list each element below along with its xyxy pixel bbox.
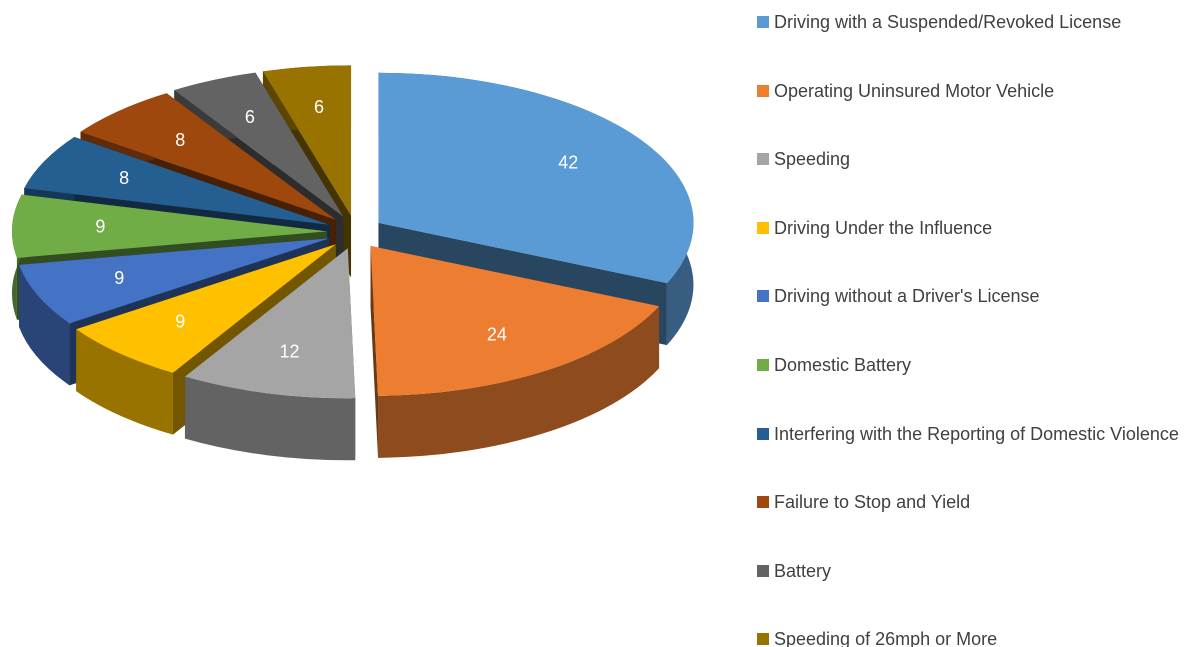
legend-swatch [757,153,769,166]
legend-swatch [757,633,769,646]
slice-side [19,264,70,386]
slice-top [262,65,352,216]
slice-top [12,194,328,258]
slice: 12 [184,248,356,461]
legend-item: Driving Under the Influence [757,216,1195,240]
legend-item: Interfering with the Reporting of Domest… [757,422,1195,446]
legend-swatch [757,221,769,234]
legend-swatch [757,427,769,440]
slice-top [370,245,660,396]
legend-label: Driving with a Suspended/Revoked License [774,12,1122,32]
slice-top [24,137,330,225]
slice-top [19,238,330,324]
data-label: 9 [95,216,105,236]
slice-top [378,72,694,284]
data-label: 9 [175,312,185,332]
slice-top [174,72,344,217]
legend-item: Speeding of 26mph or More [757,627,1195,647]
legend-swatch [757,290,769,303]
slice-side [370,245,379,458]
legend-swatch [757,84,769,97]
legend-item: Domestic Battery [757,353,1195,377]
pie-area: 6 6 8 42 8 9 9 9 24 12 [12,65,694,461]
slice-side [184,376,356,461]
slice: 24 [370,245,660,458]
legend-label: Operating Uninsured Motor Vehicle [774,80,1055,101]
legend-item: Driving with a Suspended/Revoked License [757,10,1195,34]
data-label: 8 [119,168,129,188]
legend-swatch [757,16,769,28]
legend-label: Driving without a Driver's License [774,286,1040,307]
data-label: 6 [245,107,255,127]
data-label: 42 [558,152,578,172]
legend-label: Speeding [774,149,851,170]
slice-top [184,248,356,399]
legend-swatch [757,564,769,577]
legend-label: Interfering with the Reporting of Domest… [774,423,1179,444]
slice-side [378,306,660,458]
slice-top [80,93,336,220]
legend-label: Speeding of 26mph or More [774,629,998,647]
data-label: 6 [314,97,324,117]
legend-label: Failure to Stop and Yield [774,492,971,513]
legend-item: Speeding [757,147,1195,171]
legend-item: Failure to Stop and Yield [757,490,1195,514]
legend-label: Driving Under the Influence [774,217,993,238]
slice-top [76,244,336,373]
data-label: 8 [175,130,185,150]
data-label: 24 [487,324,507,344]
legend-label: Domestic Battery [774,355,912,375]
legend-swatch [757,496,769,509]
slice-side [76,329,173,435]
legend-item: Driving without a Driver's License [757,284,1195,308]
legend-item: Operating Uninsured Motor Vehicle [757,79,1195,103]
data-label: 12 [280,341,300,361]
legend-swatch [757,359,769,371]
legend-item: Battery [757,559,1195,583]
legend-label: Battery [774,560,832,581]
data-label: 9 [114,268,124,288]
